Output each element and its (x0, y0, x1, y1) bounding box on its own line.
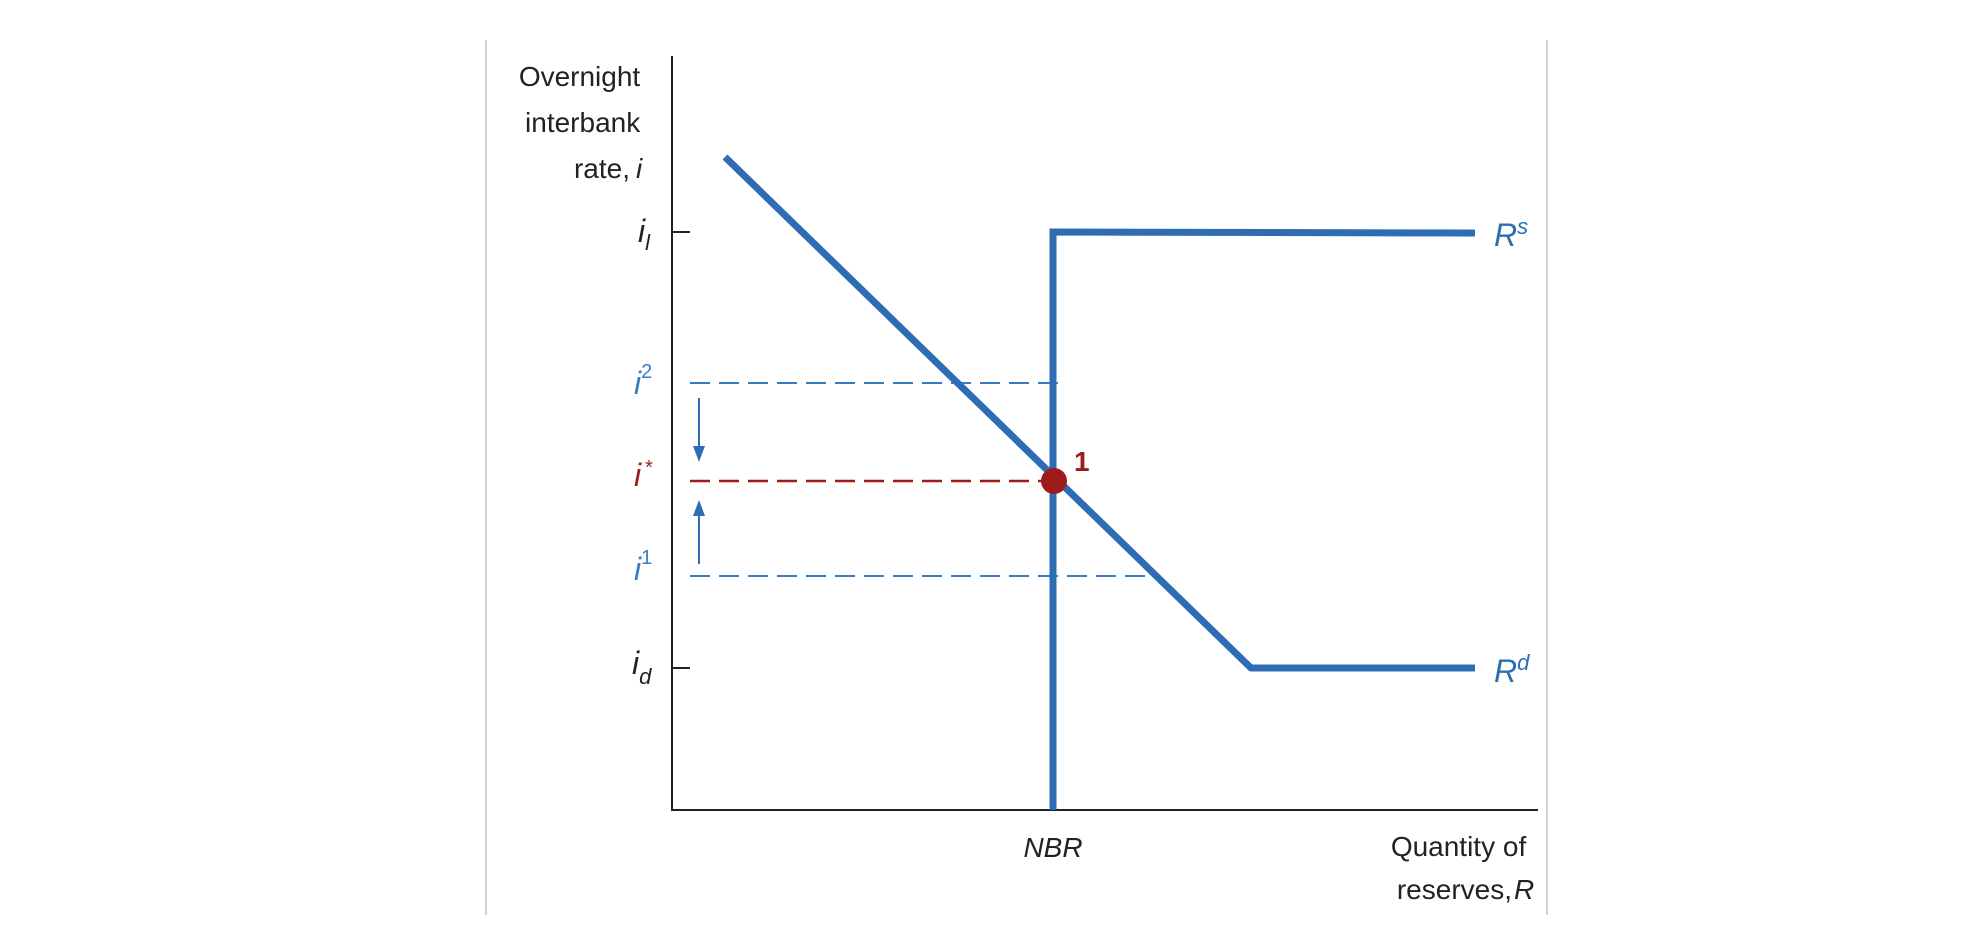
tick-label-i1: i1 (634, 547, 652, 587)
y-axis-title: Overnight interbank rate, (519, 61, 648, 184)
x-axis-title: Quantity of reserves, (1391, 831, 1534, 905)
arrow-down-head (693, 446, 705, 462)
tick-label-istar: i * (634, 457, 653, 493)
reserve-demand-curve (722, 154, 1475, 672)
tick-label-il: il (638, 213, 651, 255)
arrow-up-head (693, 500, 705, 516)
equilibrium-point (1041, 468, 1067, 494)
x-axis-title-variable: R (1514, 874, 1534, 905)
reserve-supply-curve (1049, 228, 1476, 810)
demand-curve-label: Rd (1494, 650, 1530, 689)
tick-label-i2: i2 (634, 361, 652, 401)
equilibrium-label: 1 (1074, 446, 1090, 477)
tick-label-nbr: NBR (1023, 832, 1082, 863)
y-axis-title-variable: i (636, 153, 643, 184)
tick-label-id: id (632, 645, 652, 689)
supply-curve-label: Rs (1494, 214, 1528, 253)
